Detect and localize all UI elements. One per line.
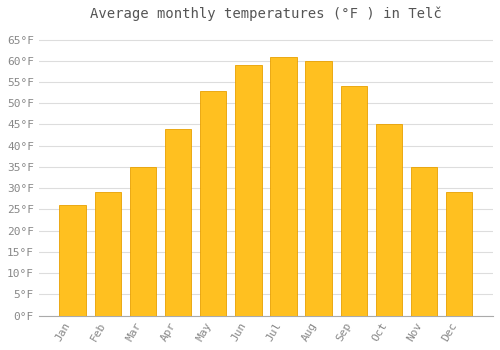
Bar bbox=[446, 193, 472, 316]
Bar bbox=[270, 56, 296, 316]
Bar bbox=[235, 65, 262, 316]
Bar bbox=[340, 86, 367, 316]
Bar bbox=[306, 61, 332, 316]
Bar bbox=[60, 205, 86, 316]
Bar bbox=[94, 193, 121, 316]
Bar bbox=[165, 129, 191, 316]
Bar bbox=[376, 125, 402, 316]
Bar bbox=[130, 167, 156, 316]
Bar bbox=[411, 167, 438, 316]
Title: Average monthly temperatures (°F ) in Telč: Average monthly temperatures (°F ) in Te… bbox=[90, 7, 442, 21]
Bar bbox=[200, 91, 226, 316]
